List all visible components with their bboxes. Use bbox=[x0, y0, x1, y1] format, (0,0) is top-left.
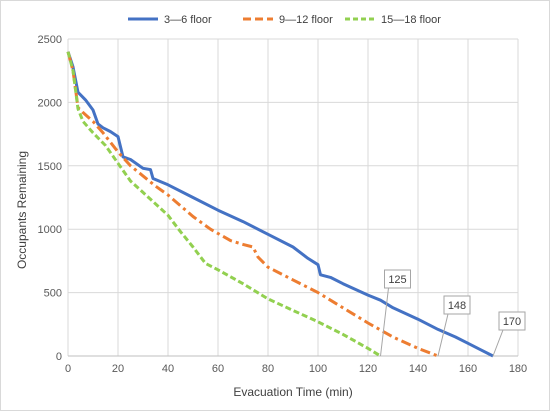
callout-label: 148 bbox=[448, 300, 466, 312]
callout-label: 170 bbox=[503, 316, 521, 328]
x-tick-label: 180 bbox=[509, 363, 527, 375]
y-tick-label: 500 bbox=[44, 288, 62, 300]
y-axis-ticks: 0 500 1000 1500 2000 2500 bbox=[38, 34, 62, 363]
x-tick-label: 140 bbox=[409, 363, 427, 375]
series-line-1 bbox=[66, 51, 439, 358]
x-tick-label: 40 bbox=[162, 363, 174, 375]
y-axis-title: Occupants Remaining bbox=[15, 151, 29, 269]
legend-label-0: 3—6 floor bbox=[164, 14, 212, 26]
callout-pointer bbox=[380, 287, 397, 357]
legend-label-2: 15—18 floor bbox=[381, 14, 441, 26]
y-tick-label: 2000 bbox=[38, 97, 62, 109]
gridlines bbox=[67, 38, 519, 357]
x-tick-label: 120 bbox=[359, 363, 377, 375]
x-tick-label: 20 bbox=[112, 363, 124, 375]
x-tick-label: 0 bbox=[65, 363, 71, 375]
x-axis-title: Evacuation Time (min) bbox=[233, 385, 352, 399]
y-tick-label: 1500 bbox=[38, 161, 62, 173]
legend: 3—6 floor 9—12 floor 15—18 floor bbox=[128, 14, 441, 26]
legend-label-1: 9—12 floor bbox=[279, 14, 333, 26]
y-tick-label: 1000 bbox=[38, 224, 62, 236]
callout-box bbox=[498, 311, 526, 331]
callout-pointer bbox=[492, 329, 511, 357]
series-line-2 bbox=[66, 51, 382, 358]
callout-label: 125 bbox=[388, 274, 406, 286]
series-line-0 bbox=[66, 51, 494, 358]
x-tick-label: 80 bbox=[262, 363, 274, 375]
series-layer bbox=[66, 51, 494, 358]
y-tick-label: 0 bbox=[56, 351, 62, 363]
y-tick-label: 2500 bbox=[38, 34, 62, 46]
x-tick-label: 60 bbox=[212, 363, 224, 375]
x-axis-ticks: 0 20 40 60 80 100 120 140 160 180 bbox=[65, 363, 527, 375]
callouts: 125 148 170 bbox=[380, 269, 526, 357]
callout-box bbox=[384, 269, 411, 289]
x-tick-label: 100 bbox=[309, 363, 327, 375]
x-tick-label: 160 bbox=[459, 363, 477, 375]
callout-box bbox=[443, 295, 471, 315]
